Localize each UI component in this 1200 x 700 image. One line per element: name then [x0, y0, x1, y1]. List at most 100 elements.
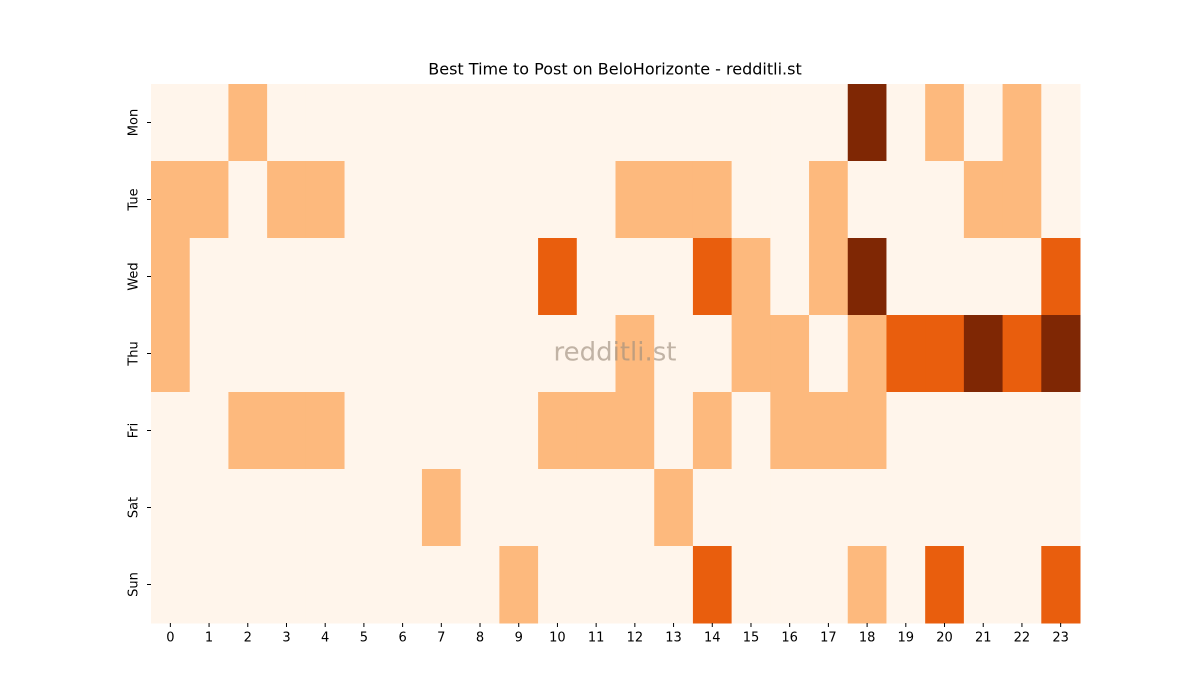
- x-tick-label: 15: [743, 631, 760, 646]
- heatmap-cell: [344, 315, 384, 393]
- heatmap-cell: [731, 161, 771, 239]
- heatmap-cell: [499, 238, 539, 316]
- heatmap-cell: [460, 546, 500, 624]
- heatmap-cell: [925, 84, 965, 162]
- heatmap-cell: [383, 546, 423, 624]
- heatmap-cell: [963, 392, 1004, 470]
- y-tick-label: Mon: [127, 109, 142, 136]
- heatmap-cell: [305, 469, 346, 547]
- heatmap-cell: [421, 238, 462, 316]
- heatmap-cell: [151, 469, 191, 547]
- heatmap-cell: [383, 469, 423, 547]
- heatmap-cell: [692, 315, 733, 393]
- heatmap-cell: [305, 161, 346, 239]
- x-tick-label: 16: [781, 631, 798, 646]
- heatmap-cell: [151, 161, 191, 239]
- heatmap-cell: [538, 84, 578, 162]
- heatmap-cell: [654, 469, 694, 547]
- heatmap-cell: [499, 392, 539, 470]
- heatmap-cell: [576, 315, 616, 393]
- heatmap-cell: [267, 238, 307, 316]
- heatmap-cell: [305, 84, 346, 162]
- heatmap-cell: [383, 238, 423, 316]
- heatmap-cell: [267, 161, 307, 239]
- heatmap-cell: [731, 315, 771, 393]
- heatmap-cell: [228, 161, 268, 239]
- heatmap-cell: [770, 546, 810, 624]
- heatmap-cell: [963, 546, 1004, 624]
- heatmap-cell: [267, 315, 307, 393]
- heatmap-cell: [1041, 315, 1081, 393]
- y-tick-label: Thu: [127, 341, 142, 366]
- heatmap-cell: [847, 546, 887, 624]
- heatmap-cell: [305, 315, 346, 393]
- heatmap-cells: [151, 84, 1081, 624]
- heatmap-cell: [576, 161, 616, 239]
- heatmap-cell: [1041, 84, 1081, 162]
- heatmap-cell: [886, 546, 926, 624]
- heatmap-cell: [151, 546, 191, 624]
- heatmap-cell: [344, 469, 384, 547]
- heatmap-cell: [344, 238, 384, 316]
- heatmap-cell: [654, 315, 694, 393]
- heatmap-cell: [847, 161, 887, 239]
- heatmap-cell: [770, 161, 810, 239]
- heatmap-cell: [886, 315, 926, 393]
- heatmap-cell: [770, 469, 810, 547]
- heatmap-cell: [963, 84, 1004, 162]
- heatmap-cell: [151, 315, 191, 393]
- heatmap-cell: [305, 238, 346, 316]
- heatmap-cell: [692, 161, 733, 239]
- heatmap-cell: [692, 469, 733, 547]
- heatmap-cell: [499, 161, 539, 239]
- heatmap-cell: [576, 238, 616, 316]
- heatmap-cell: [615, 469, 655, 547]
- heatmap-cell: [499, 315, 539, 393]
- heatmap-cell: [963, 315, 1004, 393]
- heatmap-cell: [654, 546, 694, 624]
- heatmap-cell: [1041, 546, 1081, 624]
- heatmap-cell: [809, 238, 849, 316]
- heatmap-cell: [383, 161, 423, 239]
- heatmap-cell: [305, 546, 346, 624]
- x-tick-label: 14: [704, 631, 721, 646]
- heatmap-cell: [228, 238, 268, 316]
- x-tick-label: 1: [205, 631, 213, 646]
- heatmap-cell: [1041, 238, 1081, 316]
- heatmap-cell: [654, 161, 694, 239]
- x-tick-label: 11: [588, 631, 605, 646]
- heatmap-cell: [228, 315, 268, 393]
- heatmap-cell: [770, 392, 810, 470]
- x-tick-label: 7: [437, 631, 445, 646]
- heatmap-cell: [770, 84, 810, 162]
- heatmap-cell: [421, 546, 462, 624]
- x-tick-label: 8: [476, 631, 484, 646]
- heatmap-cell: [925, 469, 965, 547]
- heatmap-cell: [1002, 469, 1042, 547]
- heatmap-cell: [499, 84, 539, 162]
- heatmap-cell: [809, 546, 849, 624]
- heatmap-cell: [1002, 161, 1042, 239]
- y-tick-label: Tue: [127, 188, 142, 211]
- heatmap-cell: [576, 469, 616, 547]
- heatmap-cell: [925, 546, 965, 624]
- heatmap-cell: [189, 392, 229, 470]
- heatmap-cell: [460, 161, 500, 239]
- x-tick-label: 13: [665, 631, 682, 646]
- x-tick-label: 10: [549, 631, 566, 646]
- heatmap-cell: [228, 469, 268, 547]
- heatmap-cell: [886, 84, 926, 162]
- heatmap-cell: [886, 469, 926, 547]
- heatmap-cell: [267, 392, 307, 470]
- x-tick-label: 20: [936, 631, 953, 646]
- x-tick-label: 9: [515, 631, 523, 646]
- heatmap-cell: [886, 392, 926, 470]
- x-tick-label: 21: [975, 631, 992, 646]
- heatmap-cell: [151, 392, 191, 470]
- heatmap-cell: [305, 392, 346, 470]
- heatmap-cell: [189, 469, 229, 547]
- x-tick-label: 18: [859, 631, 876, 646]
- x-tick-label: 19: [898, 631, 915, 646]
- heatmap-cell: [499, 469, 539, 547]
- heatmap-cell: [847, 469, 887, 547]
